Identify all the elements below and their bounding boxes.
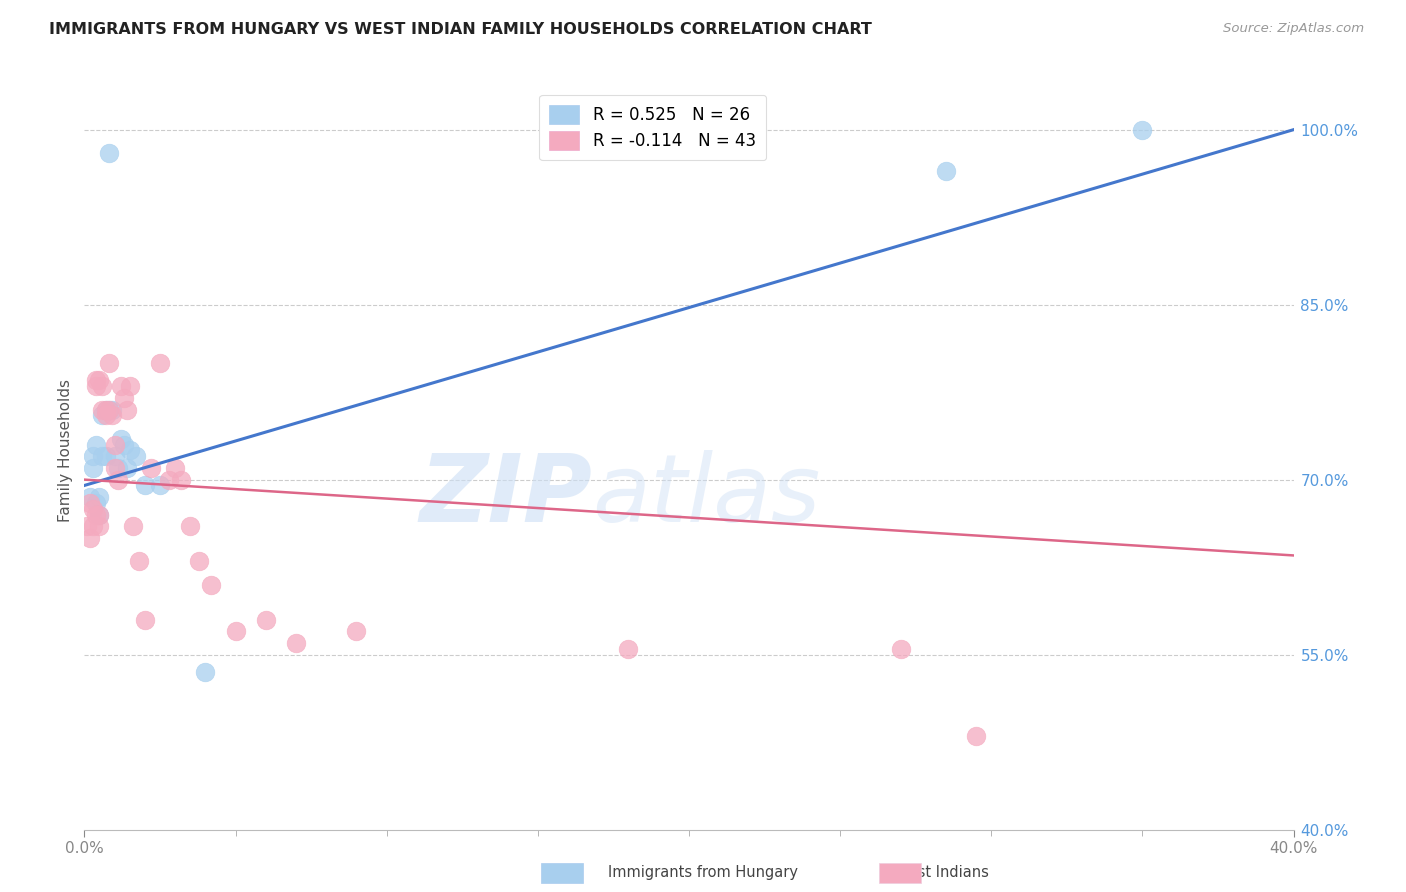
Point (1130, 122, 1153, 136)
Point (97, 356, 120, 370)
Point (157, 473, 180, 487)
Point (170, 473, 193, 487)
Point (179, 519, 201, 533)
Point (134, 478, 156, 492)
Point (115, 461, 138, 475)
Point (89, 519, 111, 533)
Point (82, 519, 104, 533)
Point (86, 496, 108, 510)
Point (104, 450, 127, 464)
Point (617, 641, 640, 656)
Point (82, 461, 104, 475)
Point (110, 432, 132, 446)
Legend: R = 0.525   N = 26, R = -0.114   N = 43: R = 0.525 N = 26, R = -0.114 N = 43 (540, 95, 766, 160)
Point (89, 374, 111, 388)
Point (104, 461, 127, 475)
Point (76, 519, 98, 533)
Point (110, 379, 132, 393)
Text: Source: ZipAtlas.com: Source: ZipAtlas.com (1223, 22, 1364, 36)
Point (82, 501, 104, 516)
Point (107, 473, 129, 487)
Point (115, 402, 138, 417)
Point (935, 163, 957, 178)
Point (112, 391, 135, 405)
Point (86, 437, 108, 451)
Point (254, 613, 277, 627)
Point (188, 554, 211, 568)
Point (79, 531, 101, 545)
Point (94, 450, 117, 464)
Point (86, 374, 108, 388)
Point (89, 508, 111, 522)
Point (121, 519, 143, 533)
Point (97, 402, 120, 417)
Point (194, 665, 217, 679)
Y-axis label: Family Households: Family Households (58, 379, 73, 522)
Point (91, 409, 114, 423)
Point (100, 402, 122, 417)
Point (285, 636, 308, 650)
Text: West Indians: West Indians (896, 865, 988, 880)
Point (165, 461, 187, 475)
Point (200, 577, 222, 591)
Point (125, 450, 148, 464)
Point (965, 729, 987, 743)
Text: IMMIGRANTS FROM HUNGARY VS WEST INDIAN FAMILY HOUSEHOLDS CORRELATION CHART: IMMIGRANTS FROM HUNGARY VS WEST INDIAN F… (49, 22, 872, 37)
Point (94, 402, 117, 417)
Point (79, 496, 101, 510)
Point (97, 402, 120, 417)
Point (112, 437, 135, 451)
Point (91, 379, 114, 393)
Point (118, 379, 141, 393)
Point (86, 508, 108, 522)
Point (82, 450, 104, 464)
Point (346, 624, 368, 639)
Point (149, 356, 172, 370)
Point (118, 443, 141, 458)
Point (128, 554, 150, 568)
Point (107, 461, 129, 475)
Point (104, 437, 127, 451)
Point (134, 613, 156, 627)
Point (139, 461, 162, 475)
Point (100, 409, 122, 423)
Point (86, 379, 108, 393)
Point (97, 146, 120, 161)
Point (91, 450, 114, 464)
Point (225, 624, 247, 639)
Text: ZIP: ZIP (419, 450, 592, 542)
Point (79, 490, 101, 504)
Point (89, 508, 111, 522)
Point (94, 409, 117, 423)
Point (91, 402, 114, 417)
Text: Immigrants from Hungary: Immigrants from Hungary (607, 865, 799, 880)
Point (89, 490, 111, 504)
Point (890, 641, 912, 656)
Text: atlas: atlas (592, 450, 821, 541)
Point (149, 478, 172, 492)
Point (94, 402, 117, 417)
